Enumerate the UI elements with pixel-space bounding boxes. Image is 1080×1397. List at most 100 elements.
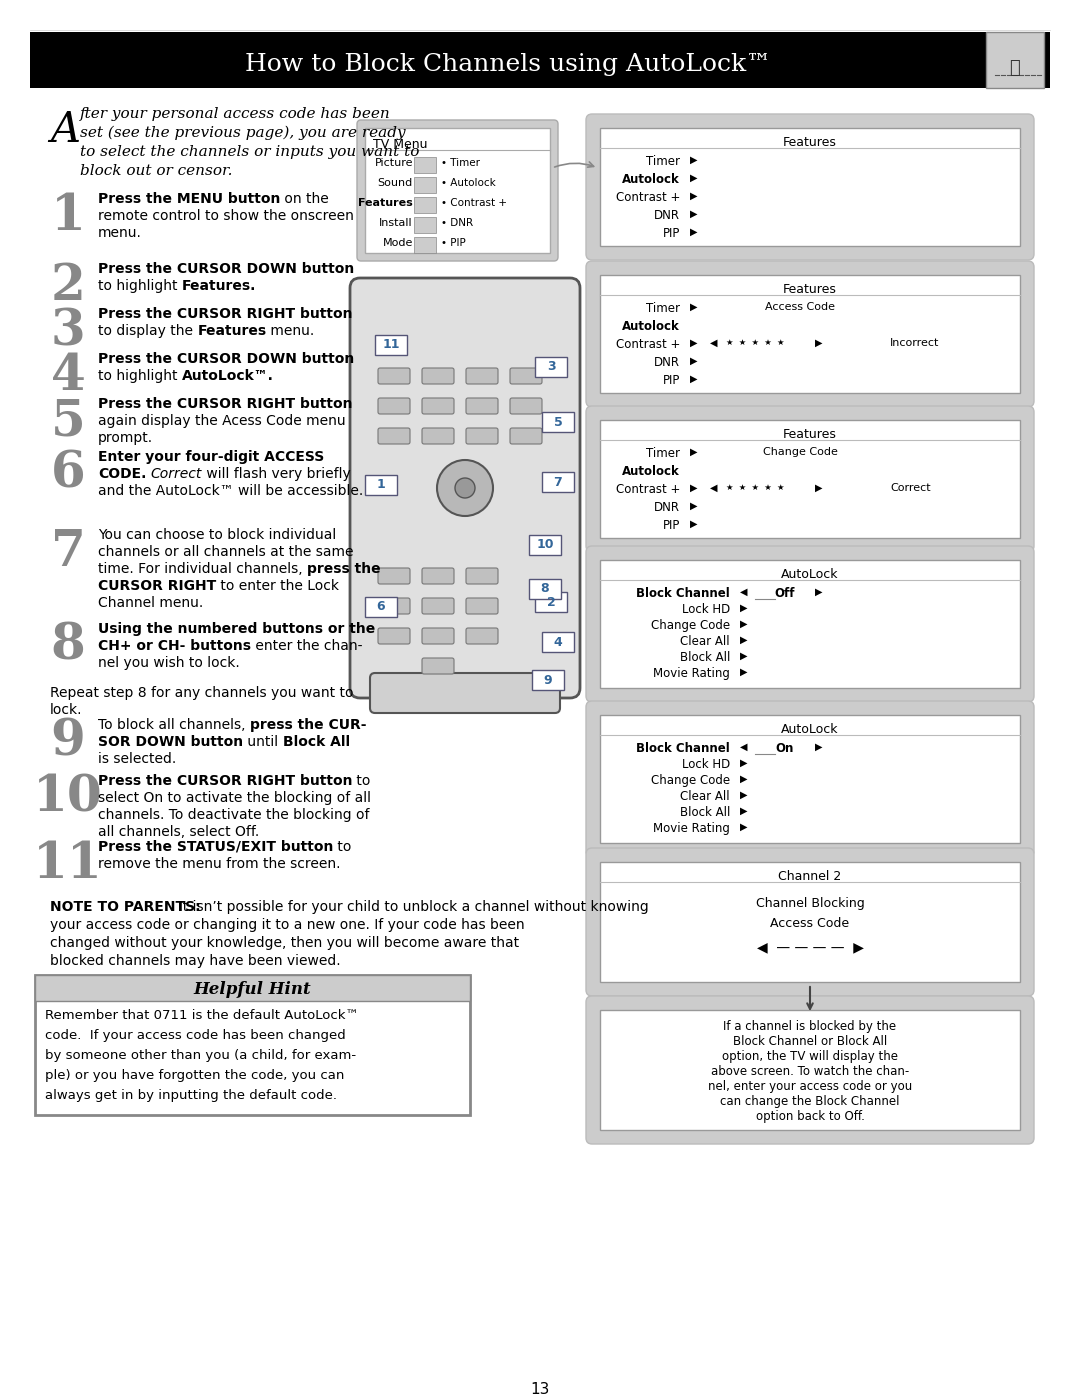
Text: 7: 7 xyxy=(554,475,563,489)
Text: remove the menu from the screen.: remove the menu from the screen. xyxy=(98,856,340,870)
Text: Timer: Timer xyxy=(646,155,680,168)
Text: your access code or changing it to a new one. If your code has been: your access code or changing it to a new… xyxy=(50,918,525,932)
Text: ple) or you have forgotten the code, you can: ple) or you have forgotten the code, you… xyxy=(45,1069,345,1083)
Text: ▶: ▶ xyxy=(690,191,698,201)
Text: Press the CURSOR RIGHT button: Press the CURSOR RIGHT button xyxy=(98,397,352,411)
Text: to enter the Lock: to enter the Lock xyxy=(216,578,339,592)
Text: • Contrast +: • Contrast + xyxy=(441,198,507,208)
FancyBboxPatch shape xyxy=(414,197,436,212)
Text: Movie Rating: Movie Rating xyxy=(653,666,730,680)
Text: ▶: ▶ xyxy=(740,806,747,816)
Text: changed without your knowledge, then you will become aware that: changed without your knowledge, then you… xyxy=(50,936,519,950)
Text: Timer: Timer xyxy=(646,302,680,314)
FancyBboxPatch shape xyxy=(465,629,498,644)
Text: ▶: ▶ xyxy=(690,302,698,312)
Text: 4: 4 xyxy=(554,636,563,648)
FancyBboxPatch shape xyxy=(600,560,1020,687)
Text: • DNR: • DNR xyxy=(441,218,473,228)
FancyBboxPatch shape xyxy=(465,398,498,414)
Text: press the CUR-: press the CUR- xyxy=(249,718,366,732)
Text: 9: 9 xyxy=(543,673,552,686)
Text: select On to activate the blocking of all: select On to activate the blocking of al… xyxy=(98,791,372,805)
FancyBboxPatch shape xyxy=(378,398,410,414)
Text: Correct: Correct xyxy=(890,483,931,493)
Text: AutoLock: AutoLock xyxy=(781,569,839,581)
FancyBboxPatch shape xyxy=(35,975,470,1115)
FancyBboxPatch shape xyxy=(35,975,470,1002)
Text: Features: Features xyxy=(783,284,837,296)
Text: DNR: DNR xyxy=(654,210,680,222)
Text: Autolock: Autolock xyxy=(622,465,680,478)
FancyBboxPatch shape xyxy=(365,129,550,253)
Text: ▶: ▶ xyxy=(740,619,747,629)
Text: Press the CURSOR RIGHT button: Press the CURSOR RIGHT button xyxy=(98,307,352,321)
FancyBboxPatch shape xyxy=(586,848,1034,996)
Text: Autolock: Autolock xyxy=(622,173,680,186)
Text: TV Menu: TV Menu xyxy=(373,138,428,151)
Text: ★  ★  ★  ★  ★: ★ ★ ★ ★ ★ xyxy=(726,483,784,492)
Text: A: A xyxy=(50,109,80,151)
Text: to display the: to display the xyxy=(98,324,198,338)
Text: CODE.: CODE. xyxy=(98,467,147,481)
Text: Change Code: Change Code xyxy=(762,447,837,457)
Text: DNR: DNR xyxy=(654,356,680,369)
Text: enter the chan-: enter the chan- xyxy=(251,638,363,652)
FancyBboxPatch shape xyxy=(422,629,454,644)
Text: 2: 2 xyxy=(51,263,85,312)
FancyBboxPatch shape xyxy=(510,398,542,414)
Text: Channel Blocking: Channel Blocking xyxy=(756,897,864,909)
Text: Repeat step 8 for any channels you want to: Repeat step 8 for any channels you want … xyxy=(50,686,353,700)
Text: to select the channels or inputs you want to: to select the channels or inputs you wan… xyxy=(80,145,419,159)
Text: remote control to show the onscreen: remote control to show the onscreen xyxy=(98,210,354,224)
Text: You can choose to block individual: You can choose to block individual xyxy=(98,528,336,542)
FancyBboxPatch shape xyxy=(600,275,1020,393)
FancyBboxPatch shape xyxy=(30,32,1050,88)
FancyBboxPatch shape xyxy=(535,358,567,377)
Text: is selected.: is selected. xyxy=(98,752,176,766)
Text: Channel menu.: Channel menu. xyxy=(98,597,203,610)
FancyBboxPatch shape xyxy=(375,335,407,355)
Text: PIP: PIP xyxy=(663,520,680,532)
FancyBboxPatch shape xyxy=(378,569,410,584)
FancyBboxPatch shape xyxy=(422,658,454,673)
Text: ▶: ▶ xyxy=(740,789,747,800)
Text: 10: 10 xyxy=(537,538,554,552)
FancyBboxPatch shape xyxy=(422,598,454,615)
FancyBboxPatch shape xyxy=(365,475,397,495)
FancyBboxPatch shape xyxy=(414,237,436,253)
Text: It isn’t possible for your child to unblock a channel without knowing: It isn’t possible for your child to unbl… xyxy=(170,900,649,914)
Text: PIP: PIP xyxy=(663,226,680,240)
Circle shape xyxy=(437,460,492,515)
Text: 10: 10 xyxy=(33,774,103,823)
Text: ▶: ▶ xyxy=(740,651,747,661)
Text: ▶: ▶ xyxy=(690,483,698,493)
FancyBboxPatch shape xyxy=(586,261,1034,407)
Text: channels. To deactivate the blocking of: channels. To deactivate the blocking of xyxy=(98,807,369,821)
FancyBboxPatch shape xyxy=(370,673,561,712)
Text: CH+ or CH- buttons: CH+ or CH- buttons xyxy=(98,638,251,652)
Text: Lock HD: Lock HD xyxy=(681,604,730,616)
Text: CURSOR RIGHT: CURSOR RIGHT xyxy=(98,578,216,592)
Text: fter your personal access code has been: fter your personal access code has been xyxy=(80,108,391,122)
Text: ▶: ▶ xyxy=(740,774,747,784)
Circle shape xyxy=(455,478,475,497)
Text: to: to xyxy=(352,774,370,788)
FancyBboxPatch shape xyxy=(414,156,436,173)
Text: Enter your four-digit ACCESS: Enter your four-digit ACCESS xyxy=(98,450,324,464)
Text: ◀: ◀ xyxy=(710,338,717,348)
Text: Features: Features xyxy=(198,324,267,338)
Text: ◀  — — — —  ▶: ◀ — — — — ▶ xyxy=(757,940,863,954)
FancyBboxPatch shape xyxy=(586,701,1034,856)
Text: If a channel is blocked by the
Block Channel or Block All
option, the TV will di: If a channel is blocked by the Block Cha… xyxy=(707,1020,913,1123)
Text: ▶: ▶ xyxy=(740,759,747,768)
Text: ▶: ▶ xyxy=(815,742,823,752)
Text: Contrast +: Contrast + xyxy=(616,338,680,351)
Text: blocked channels may have been viewed.: blocked channels may have been viewed. xyxy=(50,954,340,968)
Text: Features.: Features. xyxy=(181,279,256,293)
Text: 6: 6 xyxy=(51,450,85,499)
Text: Clear All: Clear All xyxy=(680,789,730,803)
Text: time. For individual channels,: time. For individual channels, xyxy=(98,562,307,576)
FancyBboxPatch shape xyxy=(378,629,410,644)
Text: • Autolock: • Autolock xyxy=(441,177,496,189)
Text: AutoLock: AutoLock xyxy=(781,724,839,736)
